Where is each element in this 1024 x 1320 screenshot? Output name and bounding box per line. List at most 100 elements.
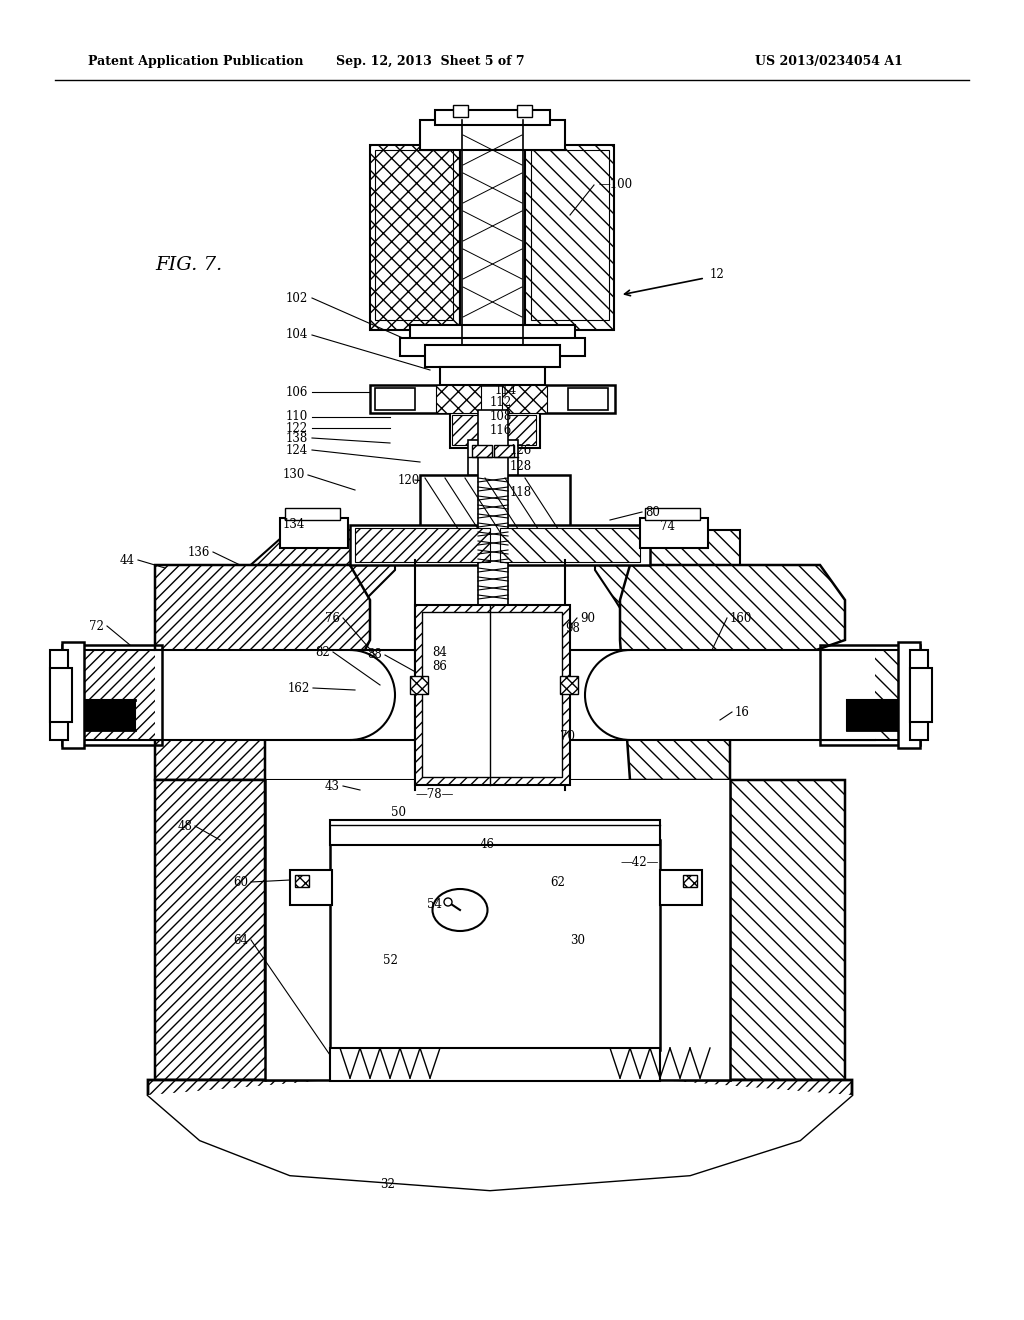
Text: 110: 110: [286, 411, 308, 424]
Bar: [265, 780, 730, 1080]
Text: FIG. 7.: FIG. 7.: [155, 256, 222, 275]
Polygon shape: [155, 565, 370, 780]
Bar: [415, 605, 570, 785]
Bar: [415, 560, 565, 789]
Ellipse shape: [432, 888, 487, 931]
Bar: [468, 440, 518, 475]
Text: 86: 86: [432, 660, 446, 673]
Text: 118: 118: [510, 486, 532, 499]
Bar: [452, 414, 492, 445]
Text: 16: 16: [735, 705, 750, 718]
Bar: [453, 106, 468, 117]
Text: 138: 138: [286, 432, 308, 445]
Text: 30: 30: [570, 933, 585, 946]
Text: 106: 106: [286, 385, 308, 399]
Text: 122: 122: [286, 421, 308, 434]
Bar: [502, 385, 547, 413]
Bar: [420, 120, 565, 150]
Bar: [330, 840, 660, 1049]
Bar: [420, 475, 570, 535]
Bar: [847, 700, 897, 730]
Text: 50: 50: [390, 805, 406, 818]
Polygon shape: [245, 531, 395, 640]
Bar: [460, 129, 525, 345]
Bar: [155, 649, 874, 741]
Bar: [62, 645, 162, 744]
Text: —100: —100: [598, 178, 632, 191]
Text: 52: 52: [383, 953, 397, 966]
Text: 120: 120: [398, 474, 420, 487]
Text: 126: 126: [510, 444, 532, 457]
Bar: [62, 649, 162, 741]
Bar: [330, 820, 660, 845]
Text: 130: 130: [283, 469, 305, 482]
Text: 72: 72: [89, 619, 104, 632]
Text: 68: 68: [93, 711, 108, 725]
Bar: [440, 367, 545, 385]
Bar: [494, 445, 514, 457]
Bar: [62, 642, 84, 748]
Text: 104: 104: [286, 329, 308, 342]
Bar: [410, 676, 428, 694]
Text: 82: 82: [315, 645, 330, 659]
Bar: [568, 388, 608, 411]
Bar: [472, 445, 492, 457]
Bar: [640, 517, 708, 548]
Bar: [517, 106, 532, 117]
Text: 84: 84: [432, 645, 446, 659]
Text: 88: 88: [368, 648, 382, 661]
Text: 70: 70: [560, 730, 575, 742]
Text: 162: 162: [288, 681, 310, 694]
Bar: [350, 525, 650, 565]
Bar: [375, 388, 415, 411]
Bar: [500, 528, 640, 562]
Text: 76: 76: [325, 611, 340, 624]
Text: 160: 160: [730, 611, 753, 624]
Bar: [496, 414, 536, 445]
Text: 54: 54: [427, 899, 442, 912]
Bar: [683, 875, 697, 887]
Bar: [265, 780, 415, 810]
Bar: [660, 870, 702, 906]
Text: 108: 108: [490, 411, 512, 424]
Bar: [565, 780, 730, 810]
Text: 112: 112: [490, 396, 512, 408]
Text: 134: 134: [283, 519, 305, 532]
Bar: [375, 150, 453, 319]
Bar: [285, 508, 340, 520]
Text: 62: 62: [550, 875, 565, 888]
Bar: [820, 649, 920, 741]
Bar: [370, 145, 460, 330]
Bar: [50, 649, 68, 741]
Text: 128: 128: [510, 461, 532, 474]
Polygon shape: [148, 1080, 852, 1191]
Text: 64: 64: [233, 933, 248, 946]
Bar: [645, 508, 700, 520]
Text: —42—: —42—: [620, 855, 658, 869]
Text: 43: 43: [325, 780, 340, 792]
Bar: [478, 411, 508, 605]
Text: 12: 12: [710, 268, 725, 281]
Text: 98: 98: [565, 622, 580, 635]
Text: 114: 114: [495, 384, 517, 396]
Polygon shape: [148, 1080, 852, 1191]
Text: Patent Application Publication: Patent Application Publication: [88, 55, 303, 69]
Text: —39—: —39—: [421, 1053, 459, 1067]
Polygon shape: [620, 565, 845, 780]
Bar: [355, 528, 490, 562]
Bar: [422, 612, 562, 777]
Bar: [400, 338, 585, 356]
Bar: [370, 385, 615, 413]
Bar: [280, 517, 348, 548]
Bar: [410, 325, 575, 343]
Text: 80: 80: [645, 506, 659, 519]
Bar: [50, 668, 72, 722]
Text: 60: 60: [233, 875, 248, 888]
Text: 32: 32: [381, 1179, 395, 1192]
Bar: [435, 110, 550, 125]
Bar: [820, 645, 920, 744]
Text: 116: 116: [490, 424, 512, 437]
Bar: [531, 150, 609, 319]
Bar: [290, 870, 332, 906]
Ellipse shape: [444, 898, 452, 906]
